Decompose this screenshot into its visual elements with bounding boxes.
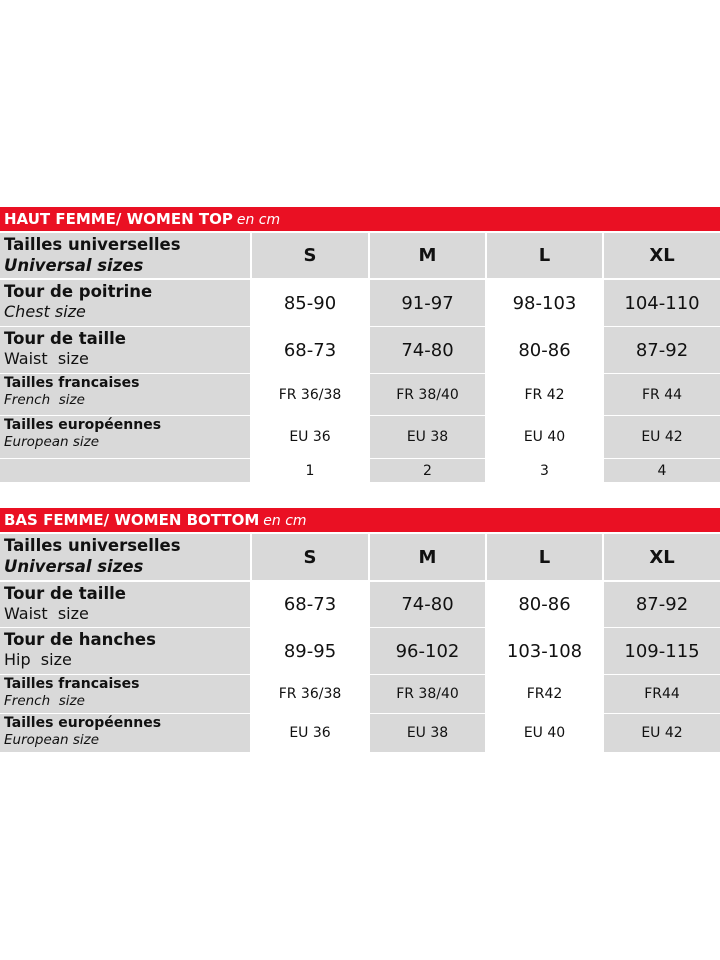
row-label: Tour de taille bbox=[4, 329, 126, 348]
size-header: L bbox=[487, 534, 602, 580]
size-value: 80-86 bbox=[487, 327, 602, 373]
size-value: 96-102 bbox=[370, 628, 485, 674]
row-label-cell: Tour de hanches Hip size bbox=[0, 628, 250, 674]
row-label-cell: Tailles européennes European size bbox=[0, 416, 250, 458]
size-header: M bbox=[370, 233, 485, 278]
row-label-cell bbox=[0, 459, 250, 482]
row-label: Tailles universelles bbox=[4, 235, 181, 254]
size-value: FR42 bbox=[487, 675, 602, 713]
row-label: Tailles francaises bbox=[4, 375, 140, 391]
size-value: 74-80 bbox=[370, 582, 485, 627]
size-value: 91-97 bbox=[370, 280, 485, 326]
row-label-cell: Tailles francaises French size bbox=[0, 675, 250, 713]
size-header: S bbox=[252, 534, 368, 580]
unit: en cm bbox=[263, 513, 307, 529]
row-sublabel: Chest size bbox=[4, 302, 86, 322]
row-sublabel: Waist size bbox=[4, 604, 89, 624]
size-header: S bbox=[252, 233, 368, 278]
size-value: FR 44 bbox=[604, 374, 720, 415]
size-value: EU 42 bbox=[604, 714, 720, 752]
size-value: 109-115 bbox=[604, 628, 720, 674]
title: HAUT FEMME/ WOMEN TOP bbox=[4, 210, 233, 228]
size-value: EU 40 bbox=[487, 416, 602, 458]
size-header: M bbox=[370, 534, 485, 580]
title: BAS FEMME/ WOMEN BOTTOM bbox=[4, 511, 260, 529]
row-sublabel: French size bbox=[4, 693, 85, 710]
size-value: 4 bbox=[604, 459, 720, 482]
size-value: 103-108 bbox=[487, 628, 602, 674]
size-header: XL bbox=[604, 233, 720, 278]
size-value: 87-92 bbox=[604, 582, 720, 627]
size-value: 68-73 bbox=[252, 327, 368, 373]
size-value: FR 36/38 bbox=[252, 675, 368, 713]
row-sublabel: Waist size bbox=[4, 349, 89, 369]
size-value: FR 36/38 bbox=[252, 374, 368, 415]
size-value: EU 40 bbox=[487, 714, 602, 752]
row-sublabel: European size bbox=[4, 434, 100, 451]
size-value: EU 36 bbox=[252, 714, 368, 752]
row-label-cell: Tailles universelles Universal sizes bbox=[0, 534, 250, 580]
row-sublabel: Universal sizes bbox=[4, 557, 144, 577]
row-label-cell: Tour de poitrine Chest size bbox=[0, 280, 250, 326]
size-value: 98-103 bbox=[487, 280, 602, 326]
row-label-cell: Tour de taille Waist size bbox=[0, 582, 250, 627]
row-label-cell: Tailles universelles Universal sizes bbox=[0, 233, 250, 278]
size-value: EU 42 bbox=[604, 416, 720, 458]
size-value: FR 38/40 bbox=[370, 374, 485, 415]
size-value: EU 38 bbox=[370, 714, 485, 752]
row-label: Tour de poitrine bbox=[4, 282, 153, 301]
row-label-cell: Tailles européennes European size bbox=[0, 714, 250, 752]
size-header: L bbox=[487, 233, 602, 278]
size-value: 80-86 bbox=[487, 582, 602, 627]
row-label: Tailles universelles bbox=[4, 536, 181, 555]
row-label: Tailles européennes bbox=[4, 715, 162, 731]
row-label: Tour de taille bbox=[4, 584, 126, 603]
row-sublabel: European size bbox=[4, 732, 100, 749]
row-label-cell: Tailles francaises French size bbox=[0, 374, 250, 415]
size-value: FR44 bbox=[604, 675, 720, 713]
row-sublabel: French size bbox=[4, 392, 85, 409]
row-sublabel: Hip size bbox=[4, 650, 72, 670]
size-header: XL bbox=[604, 534, 720, 580]
size-value: 85-90 bbox=[252, 280, 368, 326]
row-label: Tour de hanches bbox=[4, 630, 156, 649]
table-title: BAS FEMME/ WOMEN BOTTOM en cm bbox=[0, 508, 720, 532]
size-value: 3 bbox=[487, 459, 602, 482]
row-sublabel: Universal sizes bbox=[4, 256, 144, 276]
size-value: 2 bbox=[370, 459, 485, 482]
size-value: 87-92 bbox=[604, 327, 720, 373]
size-value: EU 38 bbox=[370, 416, 485, 458]
size-value: EU 36 bbox=[252, 416, 368, 458]
size-value: 68-73 bbox=[252, 582, 368, 627]
row-label: Tailles européennes bbox=[4, 417, 162, 433]
size-value: 74-80 bbox=[370, 327, 485, 373]
size-value: FR 42 bbox=[487, 374, 602, 415]
row-label: Tailles francaises bbox=[4, 676, 140, 692]
unit: en cm bbox=[236, 212, 281, 228]
size-value: 104-110 bbox=[604, 280, 720, 326]
row-label-cell: Tour de taille Waist size bbox=[0, 327, 250, 373]
table-title: HAUT FEMME/ WOMEN TOP en cm bbox=[0, 207, 720, 231]
size-value: 89-95 bbox=[252, 628, 368, 674]
size-value: FR 38/40 bbox=[370, 675, 485, 713]
size-value: 1 bbox=[252, 459, 368, 482]
